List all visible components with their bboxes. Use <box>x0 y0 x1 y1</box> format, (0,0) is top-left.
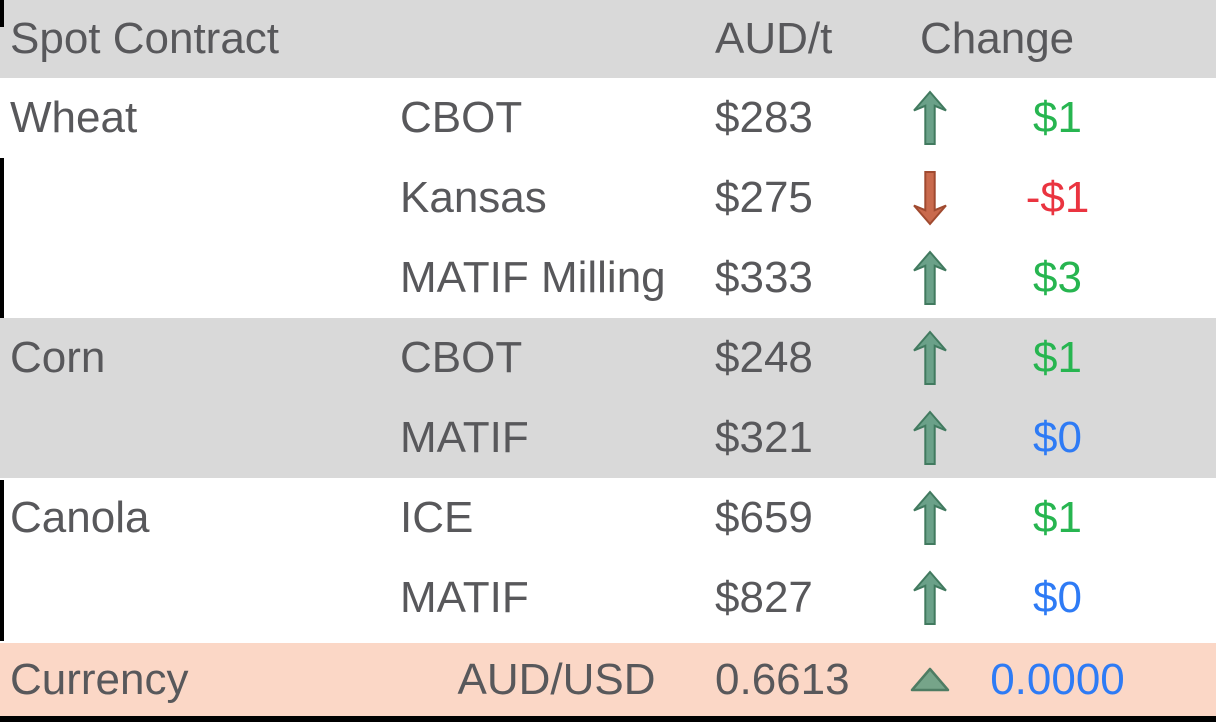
direction-cell <box>870 490 990 546</box>
direction-cell <box>870 250 990 306</box>
bottom-border <box>0 716 1216 722</box>
change-value: $0 <box>1033 413 1082 462</box>
commodity-label: Corn <box>10 333 106 382</box>
table-row: MATIF Milling $333 $3 <box>0 238 1216 318</box>
header-spot-contract: Spot Contract <box>10 14 280 63</box>
table-row: MATIF $321 $0 <box>0 398 1216 478</box>
left-border-mark <box>0 158 4 318</box>
section-gap <box>0 638 1216 643</box>
up-arrow-icon <box>913 410 947 465</box>
change-value: $0 <box>1033 573 1082 622</box>
up-arrow-icon <box>913 90 947 145</box>
direction-cell <box>870 90 990 146</box>
table-header: Spot Contract AUD/t Change <box>0 0 1216 78</box>
direction-cell <box>870 410 990 466</box>
price-value: $333 <box>715 253 813 302</box>
table-row: Kansas $275 -$1 <box>0 158 1216 238</box>
table-row: Canola ICE $659 $1 <box>0 478 1216 558</box>
currency-row: Currency AUD/USD 0.6613 0.0000 <box>0 643 1216 716</box>
up-arrow-icon <box>913 330 947 385</box>
currency-change: 0.0000 <box>990 654 1125 704</box>
up-arrow-icon <box>913 570 947 625</box>
price-value: $659 <box>715 493 813 542</box>
contract-label: MATIF <box>400 413 529 462</box>
contract-label: CBOT <box>400 93 523 142</box>
change-value: -$1 <box>1025 173 1090 222</box>
change-value: $1 <box>1033 333 1082 382</box>
currency-rate: 0.6613 <box>715 654 850 704</box>
table-body: Wheat CBOT $283 $1 Kansas $275 -$1 M <box>0 78 1216 638</box>
contract-label: Kansas <box>400 173 547 222</box>
left-border-mark <box>0 0 4 27</box>
direction-cell <box>870 330 990 386</box>
left-border-mark <box>0 480 4 641</box>
table-row: Corn CBOT $248 $1 <box>0 318 1216 398</box>
commodity-label: Wheat <box>10 93 138 142</box>
triangle-up-icon <box>870 667 990 693</box>
currency-label: Currency <box>10 654 189 704</box>
up-arrow-icon <box>913 490 947 545</box>
down-arrow-icon <box>913 171 947 226</box>
contract-label: MATIF Milling <box>400 253 666 302</box>
change-value: $1 <box>1033 93 1082 142</box>
direction-cell <box>870 570 990 626</box>
header-aud-t: AUD/t <box>715 14 833 63</box>
contract-label: ICE <box>400 493 474 542</box>
contract-label: MATIF <box>400 573 529 622</box>
header-change: Change <box>920 14 1075 63</box>
change-value: $1 <box>1033 493 1082 542</box>
table-row: Wheat CBOT $283 $1 <box>0 78 1216 158</box>
commodity-label: Canola <box>10 493 150 542</box>
price-value: $321 <box>715 413 813 462</box>
currency-pair: AUD/USD <box>457 654 656 704</box>
table-row: MATIF $827 $0 <box>0 558 1216 638</box>
price-value: $283 <box>715 93 813 142</box>
price-value: $248 <box>715 333 813 382</box>
price-value: $275 <box>715 173 813 222</box>
change-value: $3 <box>1033 253 1082 302</box>
price-value: $827 <box>715 573 813 622</box>
contract-label: CBOT <box>400 333 523 382</box>
direction-cell <box>870 170 990 226</box>
up-arrow-icon <box>913 250 947 305</box>
